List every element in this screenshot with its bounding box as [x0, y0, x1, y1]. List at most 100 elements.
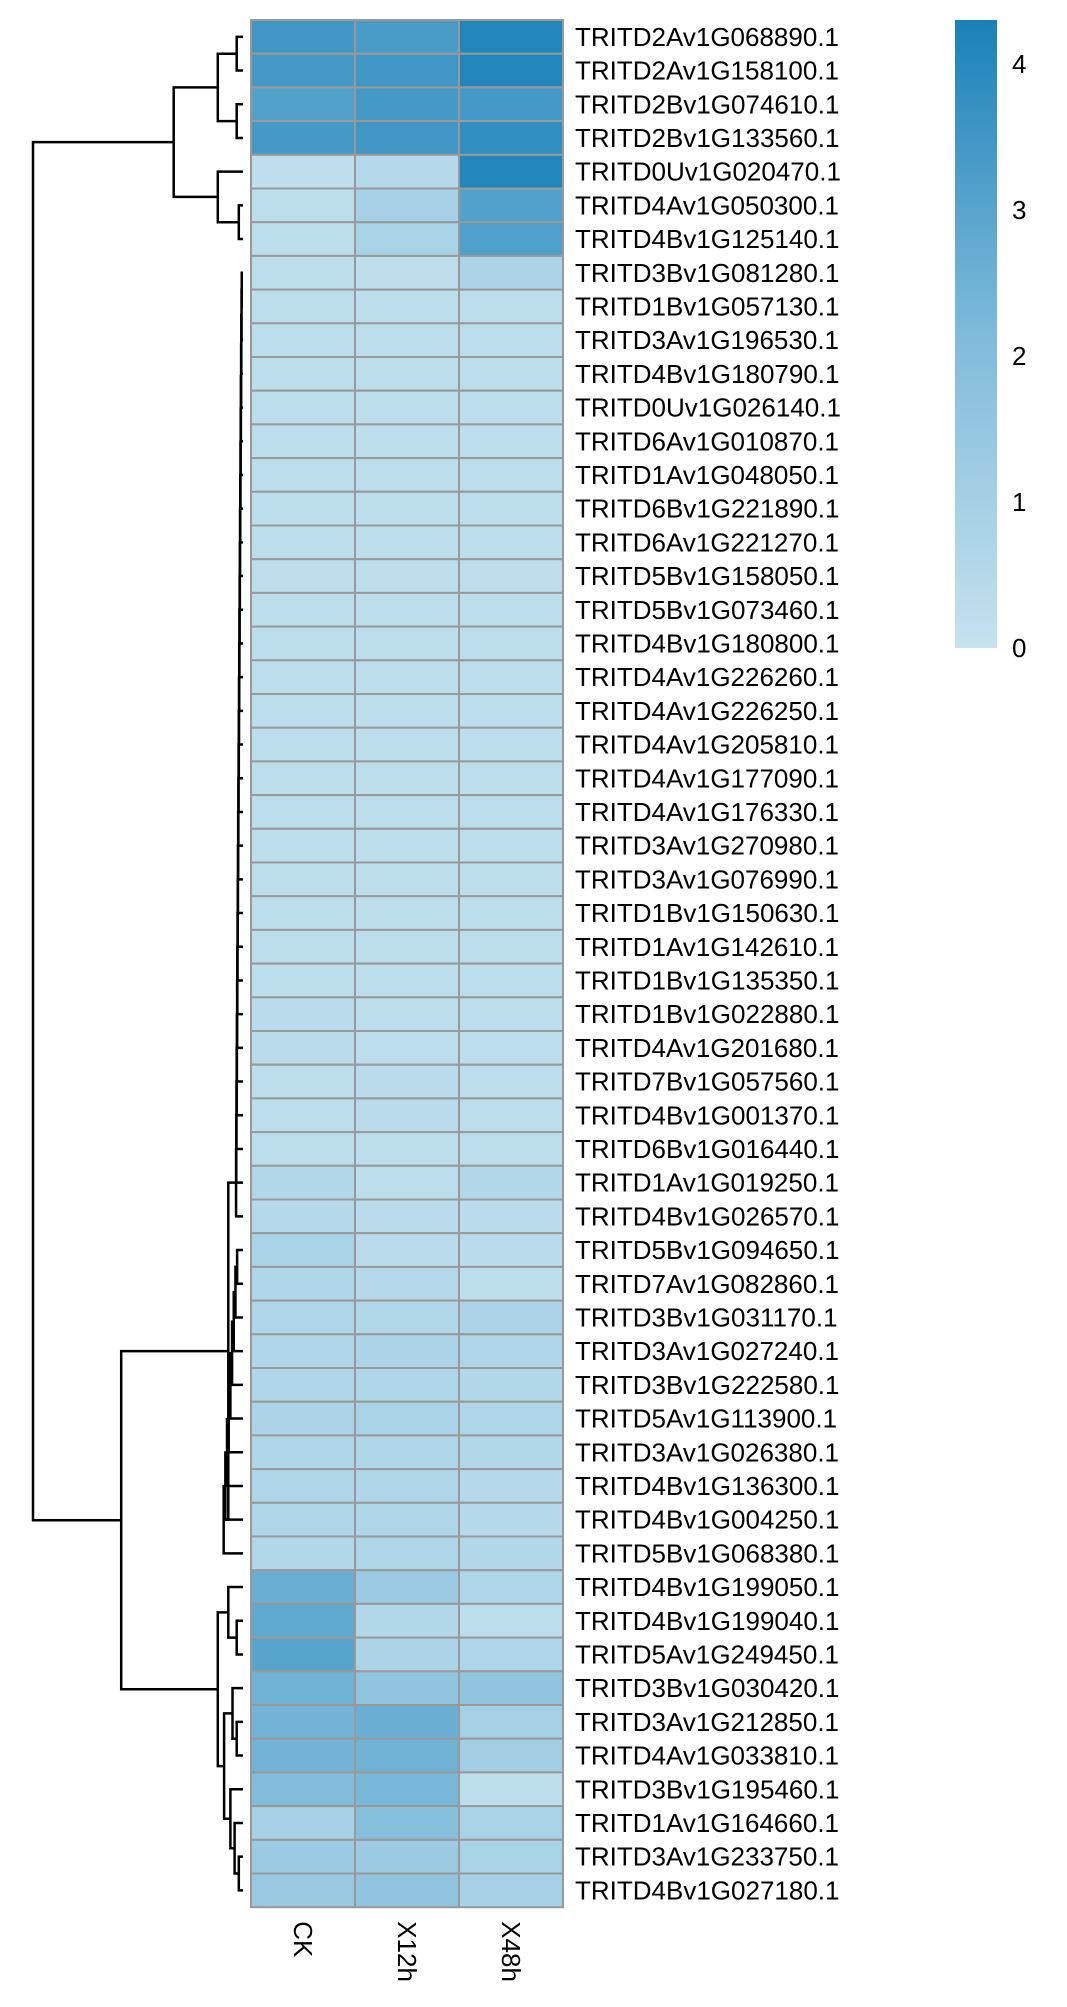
heatmap-cell [250, 1805, 356, 1841]
row-label: TRITD4Bv1G004250.1 [575, 1505, 839, 1535]
heatmap-cell [354, 1569, 460, 1605]
row-dendrogram [31, 35, 243, 1892]
row-label: TRITD4Av1G177090.1 [575, 763, 839, 793]
heatmap-cell [458, 1602, 564, 1639]
dendrogram-branch [31, 140, 174, 1522]
heatmap-cell [250, 962, 356, 999]
row-label: TRITD4Bv1G026570.1 [575, 1201, 839, 1231]
heatmap-cell [250, 524, 356, 561]
heatmap-cell [250, 288, 356, 325]
heatmap-cell [458, 356, 564, 392]
heatmap-cell [354, 1636, 460, 1673]
heatmap-cell [354, 1535, 460, 1572]
heatmap-cell [458, 254, 564, 291]
heatmap-cell [458, 591, 564, 628]
dendrogram-branch [237, 1855, 243, 1892]
heatmap-cell [458, 1434, 564, 1471]
heatmap-cell [250, 726, 356, 763]
row-label: TRITD5Bv1G073460.1 [575, 595, 839, 625]
heatmap-cell [458, 693, 564, 729]
heatmap-cell [354, 86, 460, 123]
heatmap-cell [354, 1670, 460, 1707]
row-label: TRITD4Bv1G027180.1 [575, 1875, 839, 1905]
dendrogram-branch [172, 86, 218, 199]
heatmap-cell [458, 1670, 564, 1707]
heatmap-cell [250, 1501, 356, 1538]
row-label: TRITD2Av1G068890.1 [575, 22, 839, 52]
row-label: TRITD3Av1G026380.1 [575, 1437, 839, 1467]
heatmap-cell [250, 1232, 356, 1268]
heatmap-cell [354, 794, 460, 830]
heatmap-cell [250, 1569, 356, 1605]
row-label: TRITD4Bv1G180800.1 [575, 628, 839, 658]
row-label: TRITD4Bv1G136300.1 [575, 1471, 839, 1501]
heatmap-cell [354, 1299, 460, 1336]
heatmap-cell [458, 760, 564, 797]
heatmap-cell [458, 1131, 564, 1167]
heatmap-cell [458, 928, 564, 965]
dendrogram-branch [229, 1788, 243, 1850]
row-label: TRITD3Av1G233750.1 [575, 1842, 839, 1872]
heatmap-cell [250, 1636, 356, 1673]
row-label: TRITD3Bv1G031170.1 [575, 1302, 838, 1332]
heatmap-cell [354, 1164, 460, 1201]
heatmap-cell [250, 1131, 356, 1167]
heatmap-cell [458, 1367, 564, 1403]
row-label: TRITD4Av1G226250.1 [575, 696, 839, 726]
row-label: TRITD0Uv1G020470.1 [575, 157, 841, 187]
heatmap-cell [354, 726, 460, 763]
heatmap-cell [250, 52, 356, 89]
row-label: TRITD5Av1G113900.1 [575, 1404, 837, 1434]
legend-tick-label: 4 [1012, 49, 1026, 79]
heatmap-cell [250, 1265, 356, 1302]
heatmap-cell [354, 693, 460, 729]
heatmap-cell [354, 1737, 460, 1774]
heatmap-cell [250, 827, 356, 864]
dendrogram-branch [235, 103, 243, 140]
heatmap-cell [250, 19, 356, 55]
heatmap-cell [354, 1030, 460, 1066]
heatmap-cell [354, 1400, 460, 1437]
row-label: TRITD1Bv1G135350.1 [575, 965, 839, 995]
heatmap-cell [458, 1737, 564, 1774]
heatmap-cell [458, 1265, 564, 1302]
heatmap-cell [458, 1569, 564, 1605]
row-label: TRITD5Bv1G068380.1 [575, 1538, 839, 1568]
heatmap-cell [354, 861, 460, 898]
heatmap-cell [458, 1771, 564, 1808]
heatmap-cell [458, 1468, 564, 1504]
heatmap-cell [458, 389, 564, 426]
color-legend: 0 1 2 3 4 [955, 20, 1026, 663]
heatmap-cell [354, 524, 460, 561]
heatmap-cell [354, 1704, 460, 1740]
heatmap-cell [250, 760, 356, 797]
row-label: TRITD3Av1G270980.1 [575, 831, 839, 861]
heatmap-cell [250, 1367, 356, 1403]
heatmap-cell [250, 389, 356, 426]
heatmap-cell [458, 1232, 564, 1268]
heatmap-cell [250, 221, 356, 257]
heatmap-cell [458, 524, 564, 561]
heatmap-cell [250, 457, 356, 493]
heatmap-cell [458, 1872, 564, 1909]
heatmap-cell [250, 1434, 356, 1471]
row-label: TRITD1Bv1G057130.1 [575, 291, 839, 321]
heatmap-cell [354, 254, 460, 291]
heatmap-cell [250, 1030, 356, 1066]
heatmap-cells [250, 19, 564, 1909]
heatmap-cell [458, 962, 564, 999]
heatmap-cell [458, 19, 564, 55]
heatmap-cell [458, 187, 564, 224]
heatmap-cell [458, 1299, 564, 1336]
heatmap-cell [354, 962, 460, 999]
row-label: TRITD7Av1G082860.1 [575, 1269, 839, 1299]
heatmap-cell [250, 1771, 356, 1808]
row-label: TRITD1Bv1G022880.1 [575, 999, 839, 1029]
heatmap-cell [354, 1333, 460, 1370]
heatmap-cell [458, 659, 564, 695]
heatmap-cell [250, 86, 356, 123]
heatmap-cell [458, 827, 564, 864]
heatmap-cell [354, 1198, 460, 1235]
row-label: TRITD6Bv1G016440.1 [575, 1134, 839, 1164]
